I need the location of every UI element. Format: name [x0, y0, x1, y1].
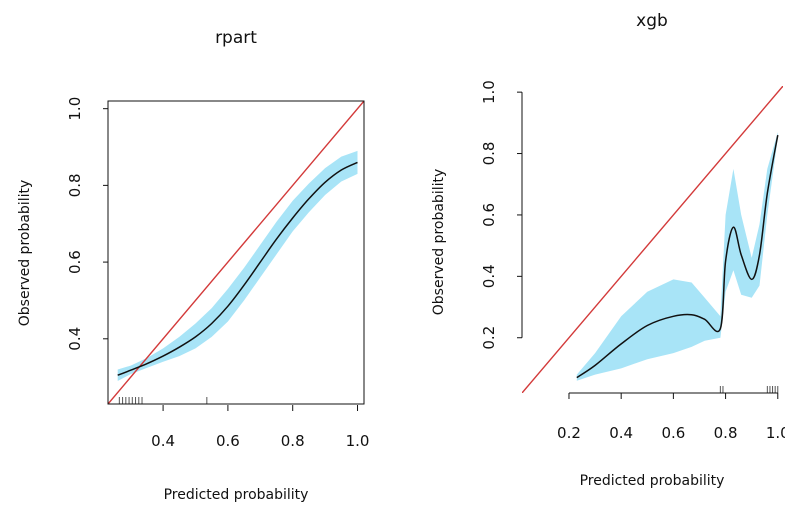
rpart-plot-frame: [107, 100, 365, 405]
rpart-x-tick-label: 0.8: [281, 432, 305, 450]
rpart-calibration-panel: rpart 0.4 0.6 0.8 1.0 0.4 0.6 0.8 1.0 Predicted…: [17, 28, 369, 503]
rpart-x-tick-label: 1.0: [346, 432, 370, 450]
xgb-y-axis-label: Observed probability: [431, 169, 447, 316]
rpart-x-tick-label: 0.6: [216, 432, 240, 450]
xgb-y-tick-label: 0.2: [480, 326, 498, 350]
xgb-confidence-band: [576, 132, 778, 381]
xgb-x-axis-label: Predicted probability: [580, 473, 725, 489]
rpart-y-tick-label: 1.0: [66, 97, 84, 121]
rpart-y-axis-label: Observed probability: [17, 180, 33, 327]
xgb-x-tick-label: 0.6: [661, 424, 685, 442]
xgb-x-tick-label: 0.4: [609, 424, 633, 442]
rpart-confidence-band: [117, 150, 358, 381]
xgb-x-tick-label: 0.8: [714, 424, 738, 442]
xgb-y-tick-label: 0.4: [480, 264, 498, 288]
xgb-ticks: 0.2 0.4 0.6 0.8 1.0 0.2 0.4 0.6 0.8 1.0: [480, 80, 785, 442]
xgb-calibration-panel: xgb 0.2 0.4 0.6 0.8 1.0 0.2 0.4 0.6 0.8 1.0 Predi…: [431, 11, 785, 489]
rpart-x-tick-label: 0.4: [151, 432, 175, 450]
xgb-y-tick-label: 0.6: [480, 203, 498, 227]
rpart-y-tick-label: 0.6: [66, 250, 84, 274]
rpart-ticks: 0.4 0.6 0.8 1.0 0.4 0.6 0.8 1.0: [66, 97, 369, 450]
rpart-x-axis-label: Predicted probability: [164, 487, 309, 503]
xgb-x-tick-label: 1.0: [766, 424, 785, 442]
rpart-plot-area: [108, 101, 364, 404]
xgb-y-tick-label: 0.8: [480, 142, 498, 166]
xgb-calibration-curve: [576, 134, 779, 379]
rpart-identity-line: [108, 101, 364, 404]
rpart-title: rpart: [215, 28, 257, 48]
rpart-y-tick-label: 0.4: [66, 327, 84, 351]
xgb-y-tick-label: 1.0: [480, 80, 498, 104]
xgb-x-tick-label: 0.2: [557, 424, 581, 442]
rpart-y-tick-label: 0.8: [66, 173, 84, 197]
xgb-identity-line: [522, 86, 783, 393]
xgb-plot-area: [522, 86, 783, 393]
xgb-title: xgb: [636, 11, 668, 31]
rpart-calibration-curve: [117, 161, 358, 376]
